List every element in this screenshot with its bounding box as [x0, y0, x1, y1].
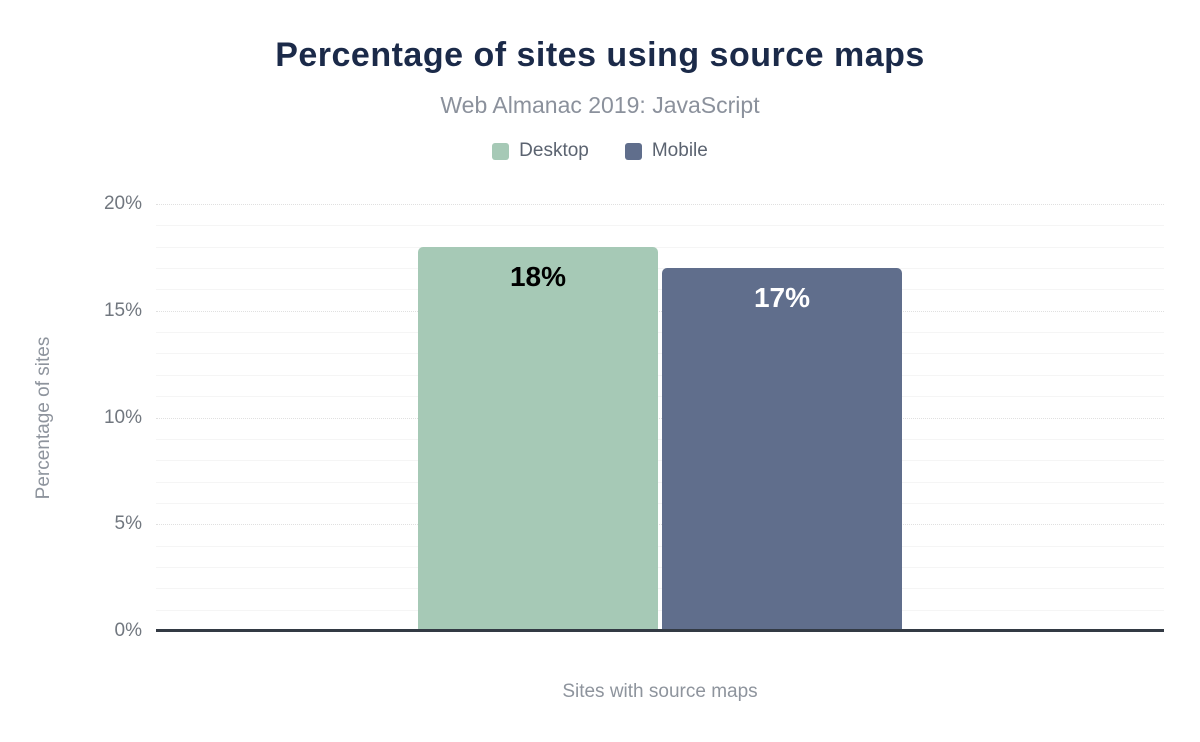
legend: Desktop Mobile [0, 140, 1200, 162]
chart-title: Percentage of sites using source maps [275, 36, 925, 74]
legend-item-desktop: Desktop [492, 140, 589, 162]
x-axis-category-label: Sites with source maps [562, 681, 758, 702]
y-tick-label: 20% [103, 193, 142, 214]
bar-value-label-desktop: 18% [509, 260, 567, 292]
legend-swatch-mobile [624, 142, 642, 160]
gridline-minor [156, 332, 1164, 334]
gridline-major [156, 310, 1164, 312]
x-axis-line [156, 629, 1164, 632]
gridline-minor [156, 225, 1164, 227]
legend-item-mobile: Mobile [624, 140, 708, 162]
gridline-minor [156, 246, 1164, 248]
gridline-minor [156, 545, 1164, 547]
bar-value-label-mobile: 17% [753, 282, 811, 314]
gridline-minor [156, 374, 1164, 376]
gridline-minor [156, 268, 1164, 270]
gridline-minor [156, 481, 1164, 483]
gridline-minor [156, 353, 1164, 355]
gridline-major [156, 204, 1164, 205]
plot-area: 18% 17% [156, 204, 1164, 631]
gridline-minor [156, 460, 1164, 462]
gridline-minor [156, 588, 1164, 590]
gridline-minor [156, 289, 1164, 291]
gridline-minor [156, 609, 1164, 611]
y-tick-label: 10% [103, 406, 142, 428]
gridline-major [156, 524, 1164, 526]
gridline-minor [156, 396, 1164, 398]
gridline-minor [156, 502, 1164, 504]
chart-subtitle: Web Almanac 2019: JavaScript [440, 92, 760, 118]
y-tick-label: 0% [114, 620, 142, 641]
gridline-major [156, 417, 1164, 419]
legend-label: Mobile [651, 140, 708, 161]
bar-desktop[interactable]: 18% [418, 246, 658, 631]
bar-mobile[interactable]: 17% [662, 268, 902, 631]
gridline-minor [156, 438, 1164, 440]
legend-label: Desktop [519, 140, 589, 161]
y-tick-label: 15% [103, 299, 142, 321]
y-tick-label: 5% [114, 513, 142, 535]
legend-swatch-desktop [492, 142, 510, 160]
gridline-minor [156, 566, 1164, 568]
y-axis-title: Percentage of sites [33, 336, 54, 500]
